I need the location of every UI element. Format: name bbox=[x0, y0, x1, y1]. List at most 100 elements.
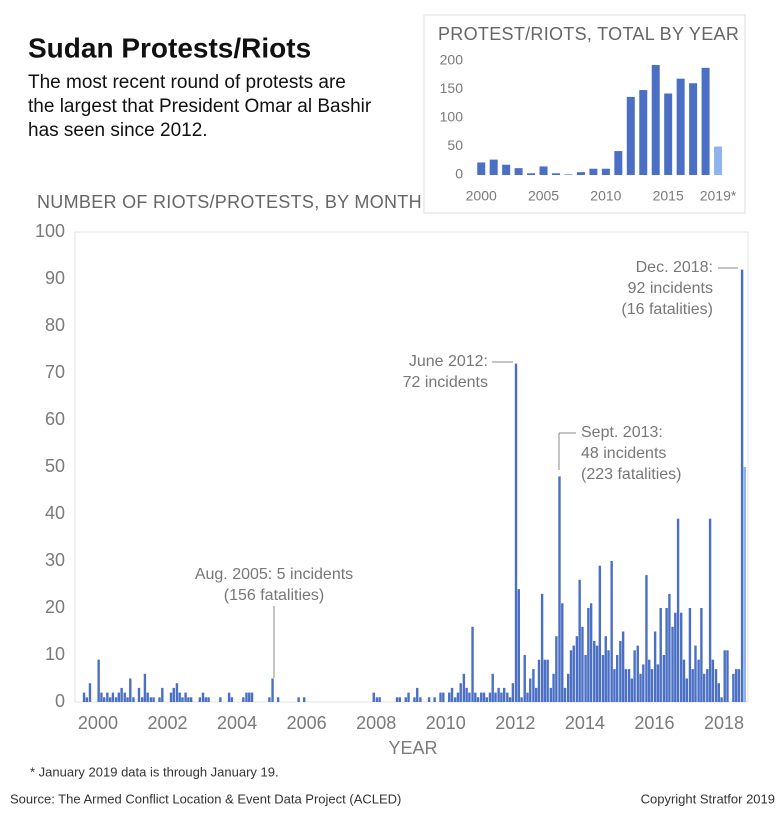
bar bbox=[468, 692, 471, 702]
annotation: June 2012: bbox=[409, 353, 488, 370]
bar bbox=[714, 146, 723, 175]
x-tick-label: 2014 bbox=[565, 713, 605, 733]
y-tick-label: 20 bbox=[45, 597, 65, 617]
bar bbox=[450, 687, 454, 702]
bar bbox=[488, 692, 492, 702]
bar bbox=[619, 640, 622, 702]
bar bbox=[671, 626, 674, 702]
bar bbox=[711, 659, 715, 702]
bar bbox=[297, 697, 300, 702]
bar bbox=[529, 678, 532, 702]
bar bbox=[178, 692, 181, 702]
bar bbox=[639, 90, 648, 175]
bar bbox=[558, 476, 561, 702]
annotation: 92 incidents bbox=[628, 280, 713, 297]
bar bbox=[227, 692, 231, 702]
bar bbox=[459, 683, 462, 702]
bar bbox=[149, 697, 153, 702]
x-tick-label: 2010 bbox=[590, 188, 621, 204]
bar bbox=[701, 67, 710, 175]
bar bbox=[219, 697, 222, 702]
bar bbox=[527, 173, 536, 175]
bar bbox=[723, 650, 726, 702]
bar bbox=[407, 692, 410, 702]
bar bbox=[601, 655, 605, 702]
bar bbox=[520, 697, 523, 702]
bar bbox=[587, 608, 590, 702]
x-tick-label: 2008 bbox=[356, 713, 396, 733]
bar bbox=[552, 173, 561, 175]
bar bbox=[514, 363, 518, 702]
bar bbox=[714, 669, 718, 702]
bar bbox=[108, 697, 112, 702]
bar bbox=[465, 687, 468, 702]
bar bbox=[230, 697, 234, 702]
bar bbox=[627, 669, 631, 702]
bar bbox=[564, 174, 573, 175]
bar bbox=[650, 669, 654, 702]
bar bbox=[126, 697, 129, 702]
bar bbox=[413, 697, 416, 702]
annotation: Aug. 2005: 5 incidents bbox=[195, 566, 353, 583]
bar bbox=[476, 697, 480, 702]
bar bbox=[100, 692, 103, 702]
bar bbox=[566, 673, 570, 702]
bar bbox=[613, 669, 616, 702]
bar bbox=[539, 166, 548, 175]
bar bbox=[198, 697, 202, 702]
bar bbox=[462, 673, 466, 702]
bar bbox=[633, 650, 636, 702]
bar bbox=[549, 687, 552, 702]
bar bbox=[680, 612, 683, 702]
x-tick-label: 2006 bbox=[287, 713, 327, 733]
subtitle: the largest that President Omar al Bashi… bbox=[28, 96, 372, 117]
bar bbox=[106, 692, 109, 702]
bar bbox=[659, 608, 662, 702]
bar bbox=[169, 692, 173, 702]
bar bbox=[662, 655, 666, 702]
bar bbox=[642, 664, 645, 702]
y-tick-label: 200 bbox=[440, 52, 464, 68]
bar bbox=[517, 589, 520, 702]
bar bbox=[506, 692, 509, 702]
bar bbox=[448, 692, 451, 702]
bar bbox=[242, 697, 245, 702]
bar bbox=[595, 645, 599, 702]
x-axis-label: YEAR bbox=[388, 738, 437, 758]
bar bbox=[743, 467, 747, 702]
bar bbox=[474, 692, 477, 702]
bar bbox=[132, 697, 135, 702]
bar bbox=[674, 612, 677, 702]
x-tick-label: 2010 bbox=[426, 713, 466, 733]
bar bbox=[645, 575, 648, 702]
bar bbox=[688, 608, 692, 702]
bar bbox=[189, 697, 193, 702]
bar bbox=[561, 603, 564, 702]
bar bbox=[514, 168, 523, 175]
bar bbox=[734, 669, 738, 702]
bar bbox=[589, 168, 598, 175]
bar bbox=[395, 697, 399, 702]
bar bbox=[543, 659, 547, 702]
bar bbox=[534, 687, 538, 702]
y-tick-label: 0 bbox=[55, 691, 65, 711]
annotation: Sept. 2013: bbox=[581, 424, 663, 441]
bar bbox=[114, 697, 118, 702]
bar bbox=[697, 659, 700, 702]
bar bbox=[511, 683, 515, 702]
annotation: Dec. 2018: bbox=[636, 259, 713, 276]
bar bbox=[143, 673, 147, 702]
bar bbox=[456, 692, 460, 702]
bar bbox=[598, 565, 602, 702]
bar bbox=[427, 697, 431, 702]
bar bbox=[639, 673, 642, 702]
bar bbox=[85, 697, 89, 702]
bar bbox=[700, 608, 703, 702]
bar bbox=[604, 636, 607, 702]
bar bbox=[120, 687, 123, 702]
bar bbox=[610, 561, 613, 702]
bar bbox=[123, 692, 126, 702]
bar bbox=[706, 669, 709, 702]
bar bbox=[537, 659, 541, 702]
bar bbox=[616, 655, 619, 702]
